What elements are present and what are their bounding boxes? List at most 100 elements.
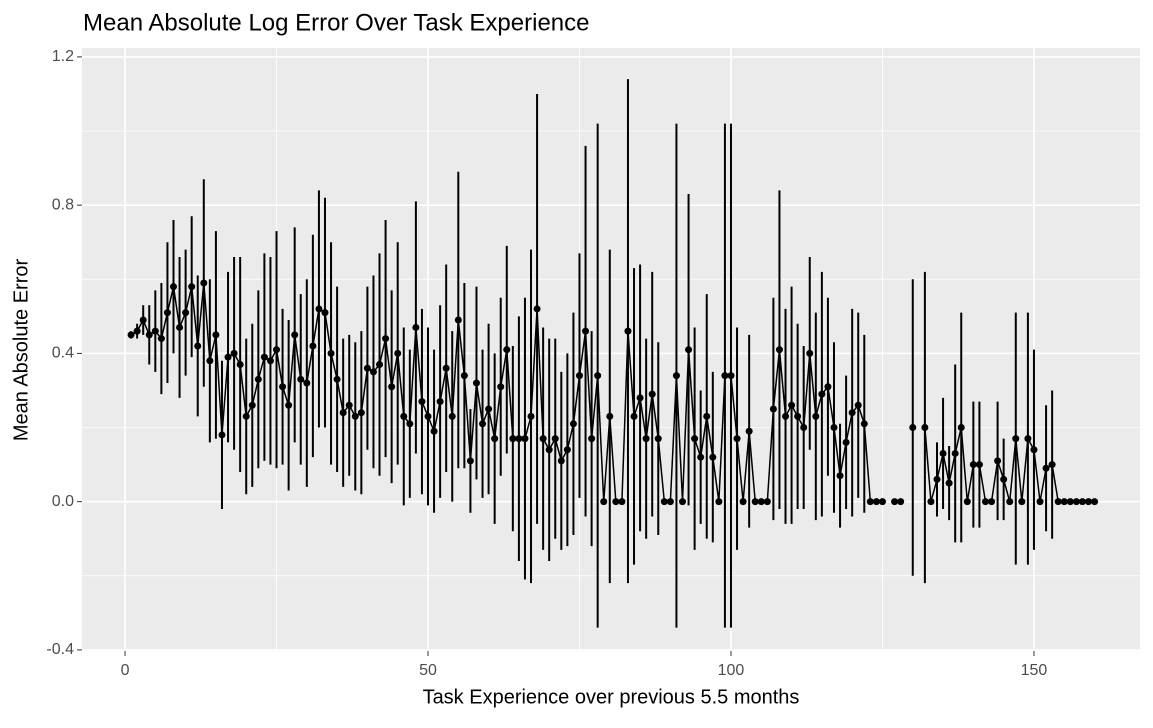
point [788, 401, 796, 409]
point [321, 309, 329, 317]
y-tick-label: 0.8 [52, 196, 74, 213]
point [382, 335, 390, 343]
point [624, 327, 632, 335]
point [642, 435, 650, 443]
point [794, 412, 802, 420]
point [206, 357, 214, 365]
point [194, 342, 202, 350]
point [751, 498, 759, 506]
point [981, 498, 989, 506]
point [218, 431, 226, 439]
point [333, 375, 341, 383]
point [563, 446, 571, 454]
point [127, 331, 135, 339]
point [357, 409, 365, 417]
point [878, 498, 886, 506]
point [285, 401, 293, 409]
point [782, 412, 790, 420]
x-tick-label: 150 [1021, 662, 1048, 679]
point [666, 498, 674, 506]
point [400, 412, 408, 420]
point [533, 305, 541, 313]
point [715, 498, 723, 506]
y-axis-title: Mean Absolute Error [10, 259, 32, 442]
point [951, 449, 959, 457]
point [921, 424, 929, 432]
point [315, 305, 323, 313]
point [327, 349, 335, 357]
point [830, 424, 838, 432]
point [182, 309, 190, 317]
point [1030, 446, 1038, 454]
point [266, 357, 274, 365]
point [703, 412, 711, 420]
point [345, 401, 353, 409]
point [260, 353, 268, 361]
y-tick-label: 0.4 [52, 345, 74, 362]
point [697, 453, 705, 461]
point [551, 435, 559, 443]
point [248, 401, 256, 409]
point [545, 446, 553, 454]
point [133, 327, 141, 335]
point [648, 390, 656, 398]
point [515, 435, 523, 443]
point [303, 379, 311, 387]
point [963, 498, 971, 506]
point [230, 349, 238, 357]
point [927, 498, 935, 506]
point [169, 283, 177, 291]
point [309, 342, 317, 350]
point [818, 390, 826, 398]
point [909, 424, 917, 432]
x-tick-label: 100 [718, 662, 745, 679]
point [721, 372, 729, 380]
point [739, 498, 747, 506]
point [618, 498, 626, 506]
point [479, 420, 487, 428]
point [1091, 498, 1099, 506]
point [994, 457, 1002, 465]
point [636, 394, 644, 402]
point [200, 279, 208, 287]
point [897, 498, 905, 506]
point [448, 412, 456, 420]
point [521, 435, 529, 443]
point [860, 420, 868, 428]
point [351, 412, 359, 420]
y-tick-label: 1.2 [52, 48, 74, 65]
point [812, 412, 820, 420]
x-axis-title: Task Experience over previous 5.5 months [423, 686, 800, 708]
point [654, 435, 662, 443]
point [1078, 498, 1086, 506]
point [582, 327, 590, 335]
point [660, 498, 668, 506]
point [1072, 498, 1080, 506]
point [466, 457, 474, 465]
x-tick-label: 50 [419, 662, 437, 679]
point [939, 449, 947, 457]
point [1054, 498, 1062, 506]
point [691, 435, 699, 443]
point [412, 323, 420, 331]
point [406, 420, 414, 428]
point [945, 479, 953, 487]
point [430, 427, 438, 435]
point [757, 498, 765, 506]
point [1024, 435, 1032, 443]
point [763, 498, 771, 506]
point [733, 435, 741, 443]
point [1018, 498, 1026, 506]
point [363, 364, 371, 372]
point [188, 283, 196, 291]
point [600, 498, 608, 506]
point [472, 379, 480, 387]
point [745, 427, 753, 435]
point [1036, 498, 1044, 506]
point [394, 349, 402, 357]
point [291, 331, 299, 339]
point [1042, 464, 1050, 472]
point [557, 457, 565, 465]
point [1012, 435, 1020, 443]
point [672, 372, 680, 380]
